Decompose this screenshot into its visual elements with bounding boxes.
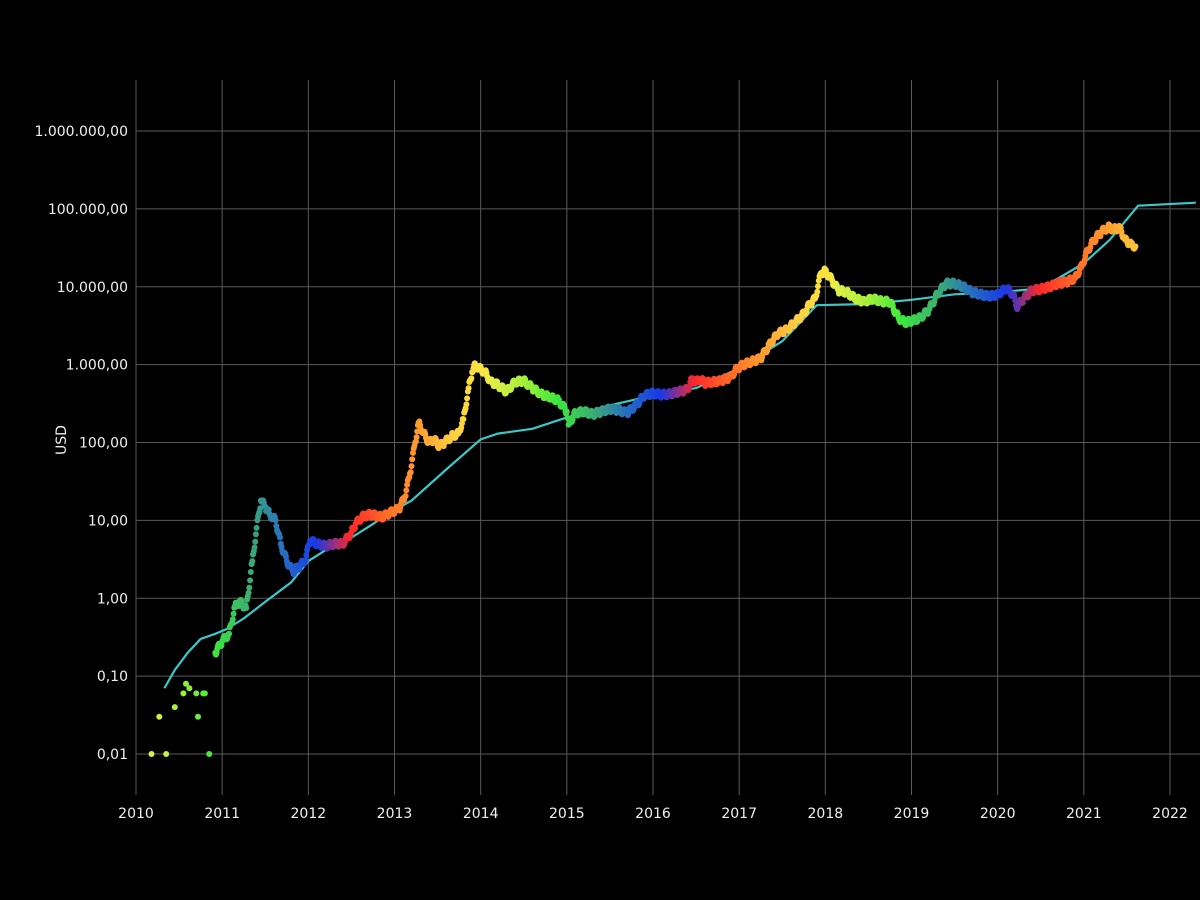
x-tick-label-2015: 2015	[549, 806, 585, 822]
x-tick-label-2018: 2018	[808, 806, 844, 822]
price-point	[225, 631, 232, 638]
price-point	[193, 690, 200, 697]
price-point	[347, 530, 354, 537]
price-point	[218, 642, 225, 649]
price-point	[253, 524, 260, 531]
price-point	[277, 534, 283, 541]
price-point	[252, 531, 259, 538]
price-point	[283, 553, 289, 560]
price-point	[463, 401, 470, 408]
price-point	[271, 514, 278, 521]
x-tick-label-2011: 2011	[204, 806, 240, 822]
price-point	[302, 557, 309, 564]
price-point	[815, 283, 821, 290]
y-tick-label-4: 100,00	[79, 436, 128, 452]
y-tick-label-0: 0,01	[97, 747, 128, 763]
x-tick-label-2014: 2014	[463, 806, 499, 822]
price-point	[894, 310, 901, 317]
price-point	[352, 525, 358, 532]
price-point	[464, 388, 471, 395]
model-line	[163, 201, 1196, 689]
price-point	[494, 378, 501, 385]
x-tick-label-2022: 2022	[1152, 806, 1188, 822]
price-point	[502, 390, 509, 397]
price-point	[406, 474, 413, 481]
price-point	[247, 577, 254, 584]
y-tick-label-3: 10,00	[88, 513, 128, 529]
price-point	[925, 310, 931, 317]
y-tick-label-2: 1,00	[97, 591, 128, 607]
price-point	[413, 434, 420, 441]
price-point	[245, 589, 252, 596]
price-point	[180, 690, 187, 697]
price-point	[156, 713, 163, 720]
x-tick-label-2013: 2013	[377, 806, 413, 822]
x-tick-label-2010: 2010	[118, 806, 154, 822]
price-point	[206, 751, 213, 757]
price-point	[408, 463, 415, 470]
x-tick-label-2017: 2017	[721, 806, 757, 822]
y-tick-label-1: 0,10	[97, 669, 128, 685]
y-tick-label-7: 100.000,00	[48, 202, 128, 218]
x-tick-label-2019: 2019	[894, 806, 930, 822]
price-point	[183, 680, 189, 687]
x-tick-label-2020: 2020	[980, 806, 1016, 822]
price-point	[303, 551, 310, 558]
price-point	[248, 561, 255, 568]
price-point	[407, 469, 414, 476]
price-point	[252, 538, 259, 545]
model-line-layer	[163, 201, 1196, 689]
price-point	[148, 751, 155, 757]
price-point	[1019, 299, 1026, 306]
price-point	[229, 616, 236, 623]
x-tick-label-2012: 2012	[291, 806, 327, 822]
price-point	[791, 323, 798, 329]
price-point	[468, 375, 475, 382]
price-point	[464, 395, 471, 402]
price-point	[246, 584, 253, 591]
grid	[135, 80, 1200, 795]
price-point	[828, 275, 835, 281]
price-point	[409, 456, 416, 463]
price-point	[195, 713, 201, 720]
price-point	[171, 704, 178, 711]
price-points-layer	[148, 221, 1139, 757]
price-point	[1131, 244, 1138, 251]
price-point	[814, 288, 821, 295]
price-point	[265, 506, 272, 513]
y-axis-tick-labels: 0,01 0,10 1,00 10,00 100,00 1.000,00 10.000,00…	[34, 124, 128, 763]
price-point	[358, 517, 364, 524]
price-point	[186, 685, 193, 692]
price-point	[459, 420, 465, 427]
price-point	[230, 610, 237, 617]
y-tick-label-6: 10.000,00	[57, 280, 128, 296]
y-axis-title: USD	[54, 425, 70, 455]
y-tick-label-8: 1.000.000,00	[34, 124, 128, 140]
price-point	[242, 602, 249, 609]
price-point	[247, 569, 254, 575]
y-tick-label-5: 1.000,00	[66, 358, 128, 374]
price-point	[563, 410, 570, 417]
price-point	[402, 493, 409, 499]
price-point	[403, 487, 410, 494]
price-point	[251, 544, 258, 551]
x-tick-label-2021: 2021	[1066, 806, 1102, 822]
x-tick-label-2016: 2016	[635, 806, 671, 822]
price-point	[459, 416, 466, 422]
price-point	[163, 751, 170, 757]
price-point	[201, 690, 208, 697]
price-point	[410, 449, 416, 456]
x-axis-tick-labels: 2010 2011 2012 2013 2014 2015 2016 2017 2018 2019…	[118, 806, 1188, 822]
